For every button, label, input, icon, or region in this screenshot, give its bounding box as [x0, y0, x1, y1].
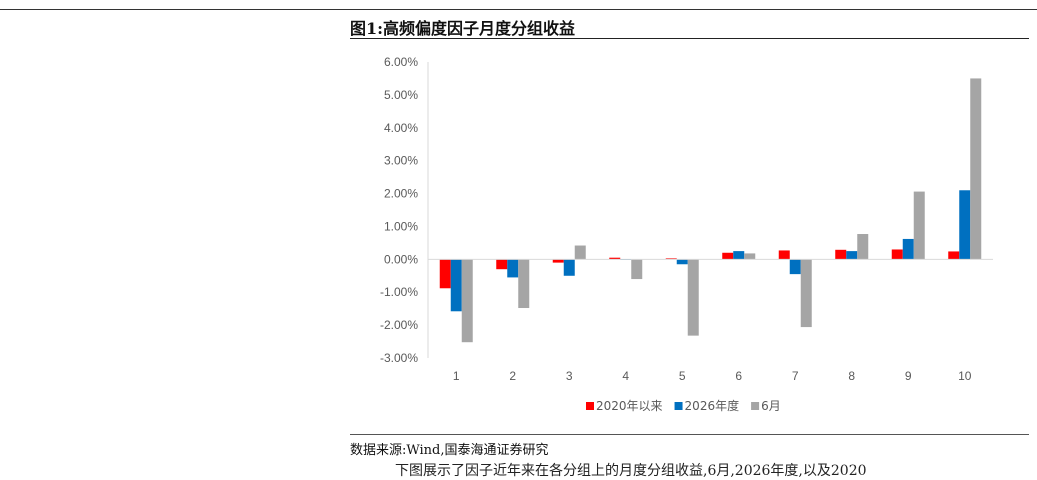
bars: [439, 78, 982, 343]
trailing-body-text: 下图展示了因子近年来在各分组上的月度分组收益,6月,2026年度,以及2020: [395, 463, 867, 479]
y-tick-label: -2.00%: [380, 318, 418, 332]
legend-swatch: [751, 402, 760, 410]
bar: [835, 249, 847, 260]
bar: [722, 252, 734, 260]
bar: [857, 234, 869, 260]
legend-label: 6月: [761, 399, 781, 413]
bar: [778, 250, 790, 260]
bar: [744, 253, 756, 260]
x-tick-label: 2: [509, 369, 516, 383]
legend-label: 2020年以来: [596, 399, 663, 413]
bar: [970, 78, 982, 260]
bar: [631, 259, 643, 280]
bar: [891, 249, 903, 260]
bar: [518, 259, 530, 309]
x-tick-label: 5: [679, 369, 686, 383]
y-tick-label: 1.00%: [384, 219, 418, 233]
bar: [574, 245, 586, 260]
bar: [789, 259, 801, 275]
y-tick-label: 0.00%: [384, 252, 418, 266]
y-tick-label: -1.00%: [380, 285, 418, 299]
bar: [959, 190, 971, 260]
bar: [609, 257, 621, 260]
x-tick-label: 8: [848, 369, 855, 383]
y-tick-label: 6.00%: [384, 55, 418, 69]
legend: 2020年以来 2026年度 6月: [586, 398, 781, 413]
bar: [948, 251, 960, 260]
bar: [507, 259, 519, 278]
top-rule: [0, 9, 1037, 10]
source-rule: [350, 434, 1029, 435]
x-tick-label: 1: [453, 369, 460, 383]
figure-title: 图1:高频偏度因子月度分组收益: [350, 19, 576, 38]
source-note: 数据来源:Wind,国泰海通证券研究: [350, 443, 549, 458]
y-tick-label: 3.00%: [384, 154, 418, 168]
y-axis-labels: 6.00% 5.00% 4.00% 3.00% 2.00% 1.00% 0.00% -1.00…: [380, 55, 418, 365]
x-tick-label: 3: [566, 369, 573, 383]
bar: [800, 259, 812, 328]
bar: [461, 259, 473, 343]
bar: [913, 191, 925, 260]
bar-chart: 6.00% 5.00% 4.00% 3.00% 2.00% 1.00% 0.00% -1.00…: [380, 55, 993, 413]
y-tick-label: 5.00%: [384, 88, 418, 102]
bar: [846, 251, 858, 260]
bar: [450, 259, 462, 312]
bar: [676, 259, 688, 265]
legend-swatch: [586, 402, 594, 410]
legend-label: 2026年度: [685, 398, 740, 413]
y-tick-label: 2.00%: [384, 187, 418, 201]
y-tick-label: 4.00%: [384, 121, 418, 135]
y-tick-label: -3.00%: [380, 351, 418, 365]
x-tick-label: 10: [958, 369, 972, 383]
bar: [439, 259, 451, 289]
x-tick-label: 9: [905, 369, 912, 383]
bar: [552, 259, 564, 263]
x-tick-label: 4: [622, 369, 629, 383]
bar: [687, 259, 699, 336]
x-tick-label: 6: [735, 369, 742, 383]
bar: [902, 238, 914, 260]
bar: [563, 259, 575, 276]
x-axis-labels: 1 2 3 4 5 6 7 8 9 10: [453, 369, 972, 383]
x-tick-label: 7: [792, 369, 799, 383]
legend-swatch: [674, 402, 683, 410]
bar: [496, 259, 508, 270]
title-underline: [350, 38, 1029, 39]
bar: [733, 251, 745, 260]
